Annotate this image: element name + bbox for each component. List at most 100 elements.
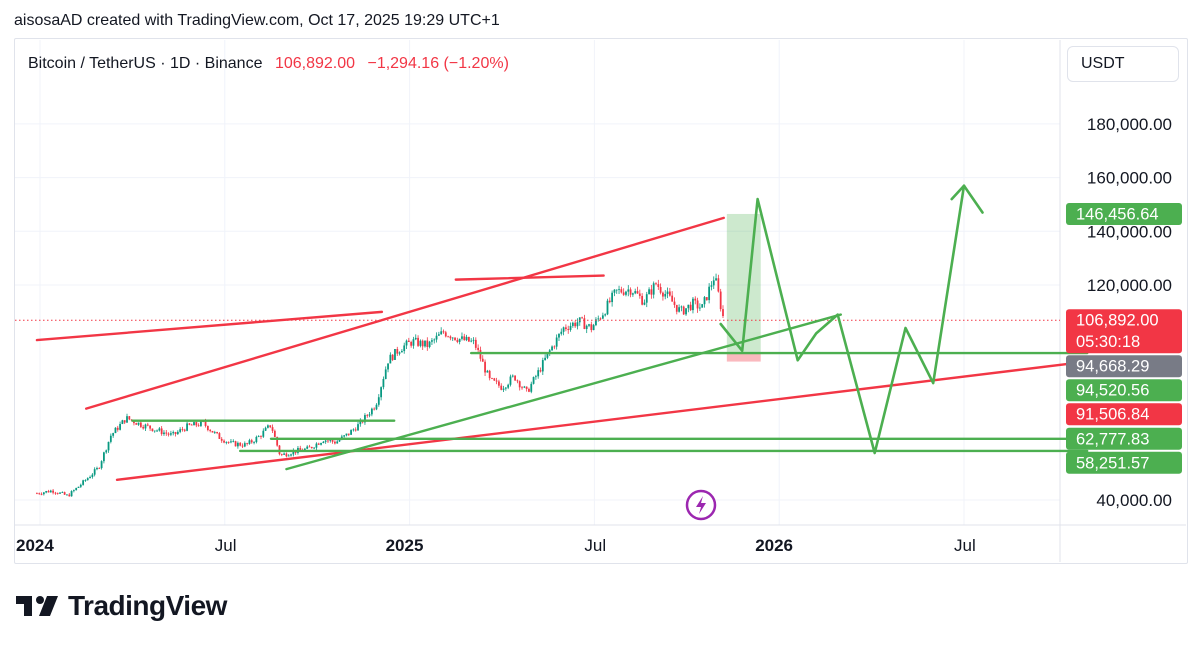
candle-body	[685, 308, 687, 314]
candle-body	[75, 488, 77, 490]
candle-body	[207, 426, 209, 430]
candle-body	[177, 432, 179, 434]
candle-body	[634, 291, 636, 293]
candle-body	[168, 434, 170, 435]
candle-body	[306, 447, 308, 449]
candle-body	[41, 494, 43, 495]
x-tick-label-1: Jul	[215, 536, 237, 555]
candle-body	[64, 492, 66, 495]
candle-body	[517, 380, 519, 381]
price-labels: 146,456.64106,892.0005:30:1894,668.2994,…	[1066, 203, 1182, 474]
green-trend-line-4	[286, 315, 840, 470]
price-label-1: 106,892.0005:30:18	[1066, 309, 1182, 353]
symbol-name[interactable]: Bitcoin / TetherUS · 1D · Binance	[28, 55, 262, 72]
candle-body	[581, 317, 583, 318]
price-label-2: 94,668.29	[1066, 355, 1182, 377]
candle-body	[355, 429, 357, 430]
candle-body	[678, 307, 680, 312]
candle-body	[507, 385, 509, 388]
candle-body	[161, 428, 163, 434]
candle-body	[387, 363, 389, 369]
projection-arrow-head	[952, 186, 983, 213]
price-label-text: 94,668.29	[1076, 358, 1149, 376]
candle-body	[221, 439, 223, 441]
candle-body	[334, 442, 336, 444]
price-chart[interactable]: 180,000.00160,000.00140,000.00120,000.00…	[0, 0, 1200, 650]
candle-body	[683, 307, 685, 315]
candle-body	[429, 342, 431, 347]
candle-body	[660, 287, 662, 293]
price-label-5: 62,777.83	[1066, 428, 1182, 450]
candle-body	[260, 436, 262, 437]
y-tick-label-0: 180,000.00	[1087, 115, 1172, 134]
candle-body	[422, 341, 424, 347]
stop-zone	[727, 353, 761, 361]
candle-body	[482, 359, 484, 362]
candle-body	[117, 428, 119, 430]
candle-body	[567, 329, 569, 330]
candle-body	[112, 433, 114, 436]
candle-body	[540, 370, 542, 371]
candle-body	[89, 477, 91, 478]
candle-body	[230, 441, 232, 442]
candle-body	[274, 431, 276, 437]
candle-body	[614, 290, 616, 293]
candle-body	[371, 409, 373, 415]
x-tick-label-2: 2025	[386, 536, 424, 555]
candle-body	[503, 389, 505, 390]
price-label-text: 58,251.57	[1076, 454, 1149, 472]
candle-body	[572, 323, 574, 326]
candle-body	[193, 422, 195, 425]
candle-body	[454, 338, 456, 341]
candle-body	[406, 341, 408, 346]
candle-body	[142, 427, 144, 429]
candle-body	[630, 289, 632, 294]
candle-body	[644, 303, 646, 305]
candle-body	[110, 436, 112, 442]
candle-body	[214, 432, 216, 433]
candle-body	[269, 425, 271, 427]
candle-body	[94, 469, 96, 474]
candle-body	[593, 325, 595, 330]
candle-body	[498, 381, 500, 385]
candle-body	[191, 425, 193, 426]
candle-body	[627, 289, 629, 291]
candle-body	[537, 370, 539, 376]
candle-body	[147, 425, 149, 426]
candle-body	[473, 340, 475, 341]
y-tick-label-3: 120,000.00	[1087, 276, 1172, 295]
candle-body	[468, 337, 470, 342]
candle-body	[105, 450, 107, 452]
candle-body	[657, 284, 659, 287]
time-axis: 2024 Jul 2025 Jul 2026 Jul	[16, 536, 976, 555]
candle-body	[182, 429, 184, 430]
candle-body	[325, 441, 327, 442]
candle-body	[262, 431, 264, 437]
candle-body	[378, 397, 380, 405]
candle-body	[57, 493, 59, 494]
candle-body	[521, 387, 523, 388]
candle-body	[664, 294, 666, 297]
candle-body	[239, 443, 241, 446]
candle-body	[722, 309, 724, 316]
candle-body	[694, 299, 696, 301]
candle-body	[172, 432, 174, 433]
candle-body	[98, 468, 100, 469]
candle-body	[66, 495, 68, 496]
candle-body	[320, 443, 322, 445]
candle-body	[687, 305, 689, 308]
candle-body	[560, 332, 562, 334]
flash-icon[interactable]	[687, 491, 715, 519]
candle-body	[424, 341, 426, 347]
price-label-text: 106,892.00	[1076, 312, 1159, 330]
candle-body	[255, 437, 257, 442]
candle-body	[577, 322, 579, 326]
candle-body	[186, 423, 188, 430]
candle-body	[480, 350, 482, 359]
currency-button[interactable]: USDT	[1067, 46, 1179, 82]
candle-body	[671, 296, 673, 302]
candle-body	[281, 454, 283, 455]
candle-body	[611, 293, 613, 302]
candle-body	[604, 314, 606, 315]
candle-body	[674, 302, 676, 305]
